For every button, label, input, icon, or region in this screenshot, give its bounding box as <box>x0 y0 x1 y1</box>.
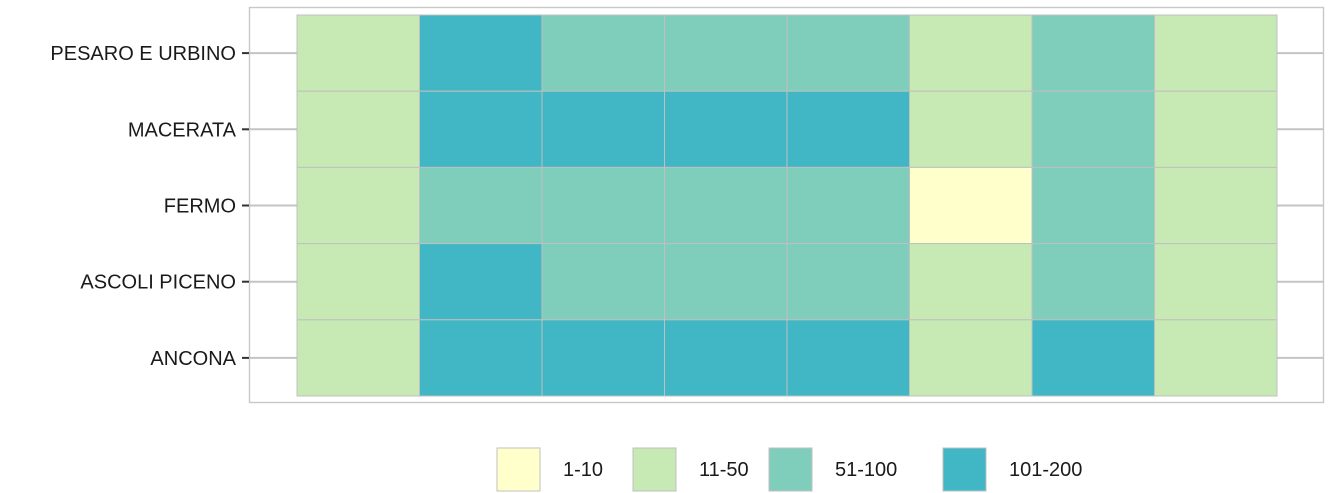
legend-key-51-100 <box>768 447 813 492</box>
cell-ascoli-piceno-6 <box>909 243 1033 321</box>
cell-macerata-4 <box>664 90 788 168</box>
cell-ancona-4 <box>664 319 788 397</box>
cell-pesaro-e-urbino-4 <box>664 14 788 92</box>
legend-key-11-50 <box>632 447 677 492</box>
cell-fermo-8 <box>1154 166 1278 245</box>
cell-ancona-7 <box>1031 319 1155 397</box>
cell-ascoli-piceno-2 <box>419 243 543 321</box>
cell-macerata-6 <box>909 90 1033 168</box>
cell-macerata-2 <box>419 90 543 168</box>
y-axis: PESARO E URBINO MACERATA FERMO ASCOLI PICEN… <box>50 43 249 370</box>
legend-label-1-10: 1-10 <box>563 459 603 481</box>
y-tick-label-macerata: MACERATA <box>128 119 237 141</box>
y-tick-label-ascoli-piceno: ASCOLI PICENO <box>80 272 236 294</box>
cell-macerata-3 <box>541 90 665 168</box>
cell-fermo-5 <box>786 166 910 245</box>
cell-ancona-3 <box>541 319 665 397</box>
y-tick-label-ancona: ANCONA <box>150 348 236 370</box>
cell-ascoli-piceno-4 <box>664 243 788 321</box>
legend-label-11-50: 11-50 <box>699 459 749 481</box>
cell-fermo-4 <box>664 166 788 245</box>
cell-ascoli-piceno-5 <box>786 243 910 321</box>
y-tick-label-fermo: FERMO <box>164 196 236 218</box>
cell-macerata-8 <box>1154 90 1278 168</box>
cell-fermo-3 <box>541 166 665 245</box>
cell-fermo-6 <box>909 166 1033 245</box>
cell-fermo-7 <box>1031 166 1155 245</box>
cell-ancona-8 <box>1154 319 1278 397</box>
cell-macerata-5 <box>786 90 910 168</box>
cell-pesaro-e-urbino-7 <box>1031 14 1155 92</box>
cell-ancona-1 <box>296 319 420 397</box>
cell-pesaro-e-urbino-6 <box>909 14 1033 92</box>
cell-macerata-1 <box>296 90 420 168</box>
cell-ascoli-piceno-3 <box>541 243 665 321</box>
legend-key-101-200 <box>942 447 987 492</box>
legend-key-1-10 <box>496 447 541 492</box>
cell-fermo-2 <box>419 166 543 245</box>
cell-ancona-6 <box>909 319 1033 397</box>
heatmap-cells <box>296 14 1278 397</box>
cell-fermo-1 <box>296 166 420 245</box>
cell-pesaro-e-urbino-8 <box>1154 14 1278 92</box>
cell-ascoli-piceno-7 <box>1031 243 1155 321</box>
cell-macerata-7 <box>1031 90 1155 168</box>
cell-ancona-2 <box>419 319 543 397</box>
cell-pesaro-e-urbino-2 <box>419 14 543 92</box>
cell-ascoli-piceno-1 <box>296 243 420 321</box>
y-tick-label-pesaro-e-urbino: PESARO E URBINO <box>50 43 236 65</box>
cell-pesaro-e-urbino-5 <box>786 14 910 92</box>
legend: 1-10 11-50 51-100 101-200 <box>496 447 1082 492</box>
legend-label-101-200: 101-200 <box>1009 459 1082 481</box>
cell-ancona-5 <box>786 319 910 397</box>
cell-pesaro-e-urbino-1 <box>296 14 420 92</box>
cell-ascoli-piceno-8 <box>1154 243 1278 321</box>
cell-pesaro-e-urbino-3 <box>541 14 665 92</box>
legend-label-51-100: 51-100 <box>835 459 897 481</box>
